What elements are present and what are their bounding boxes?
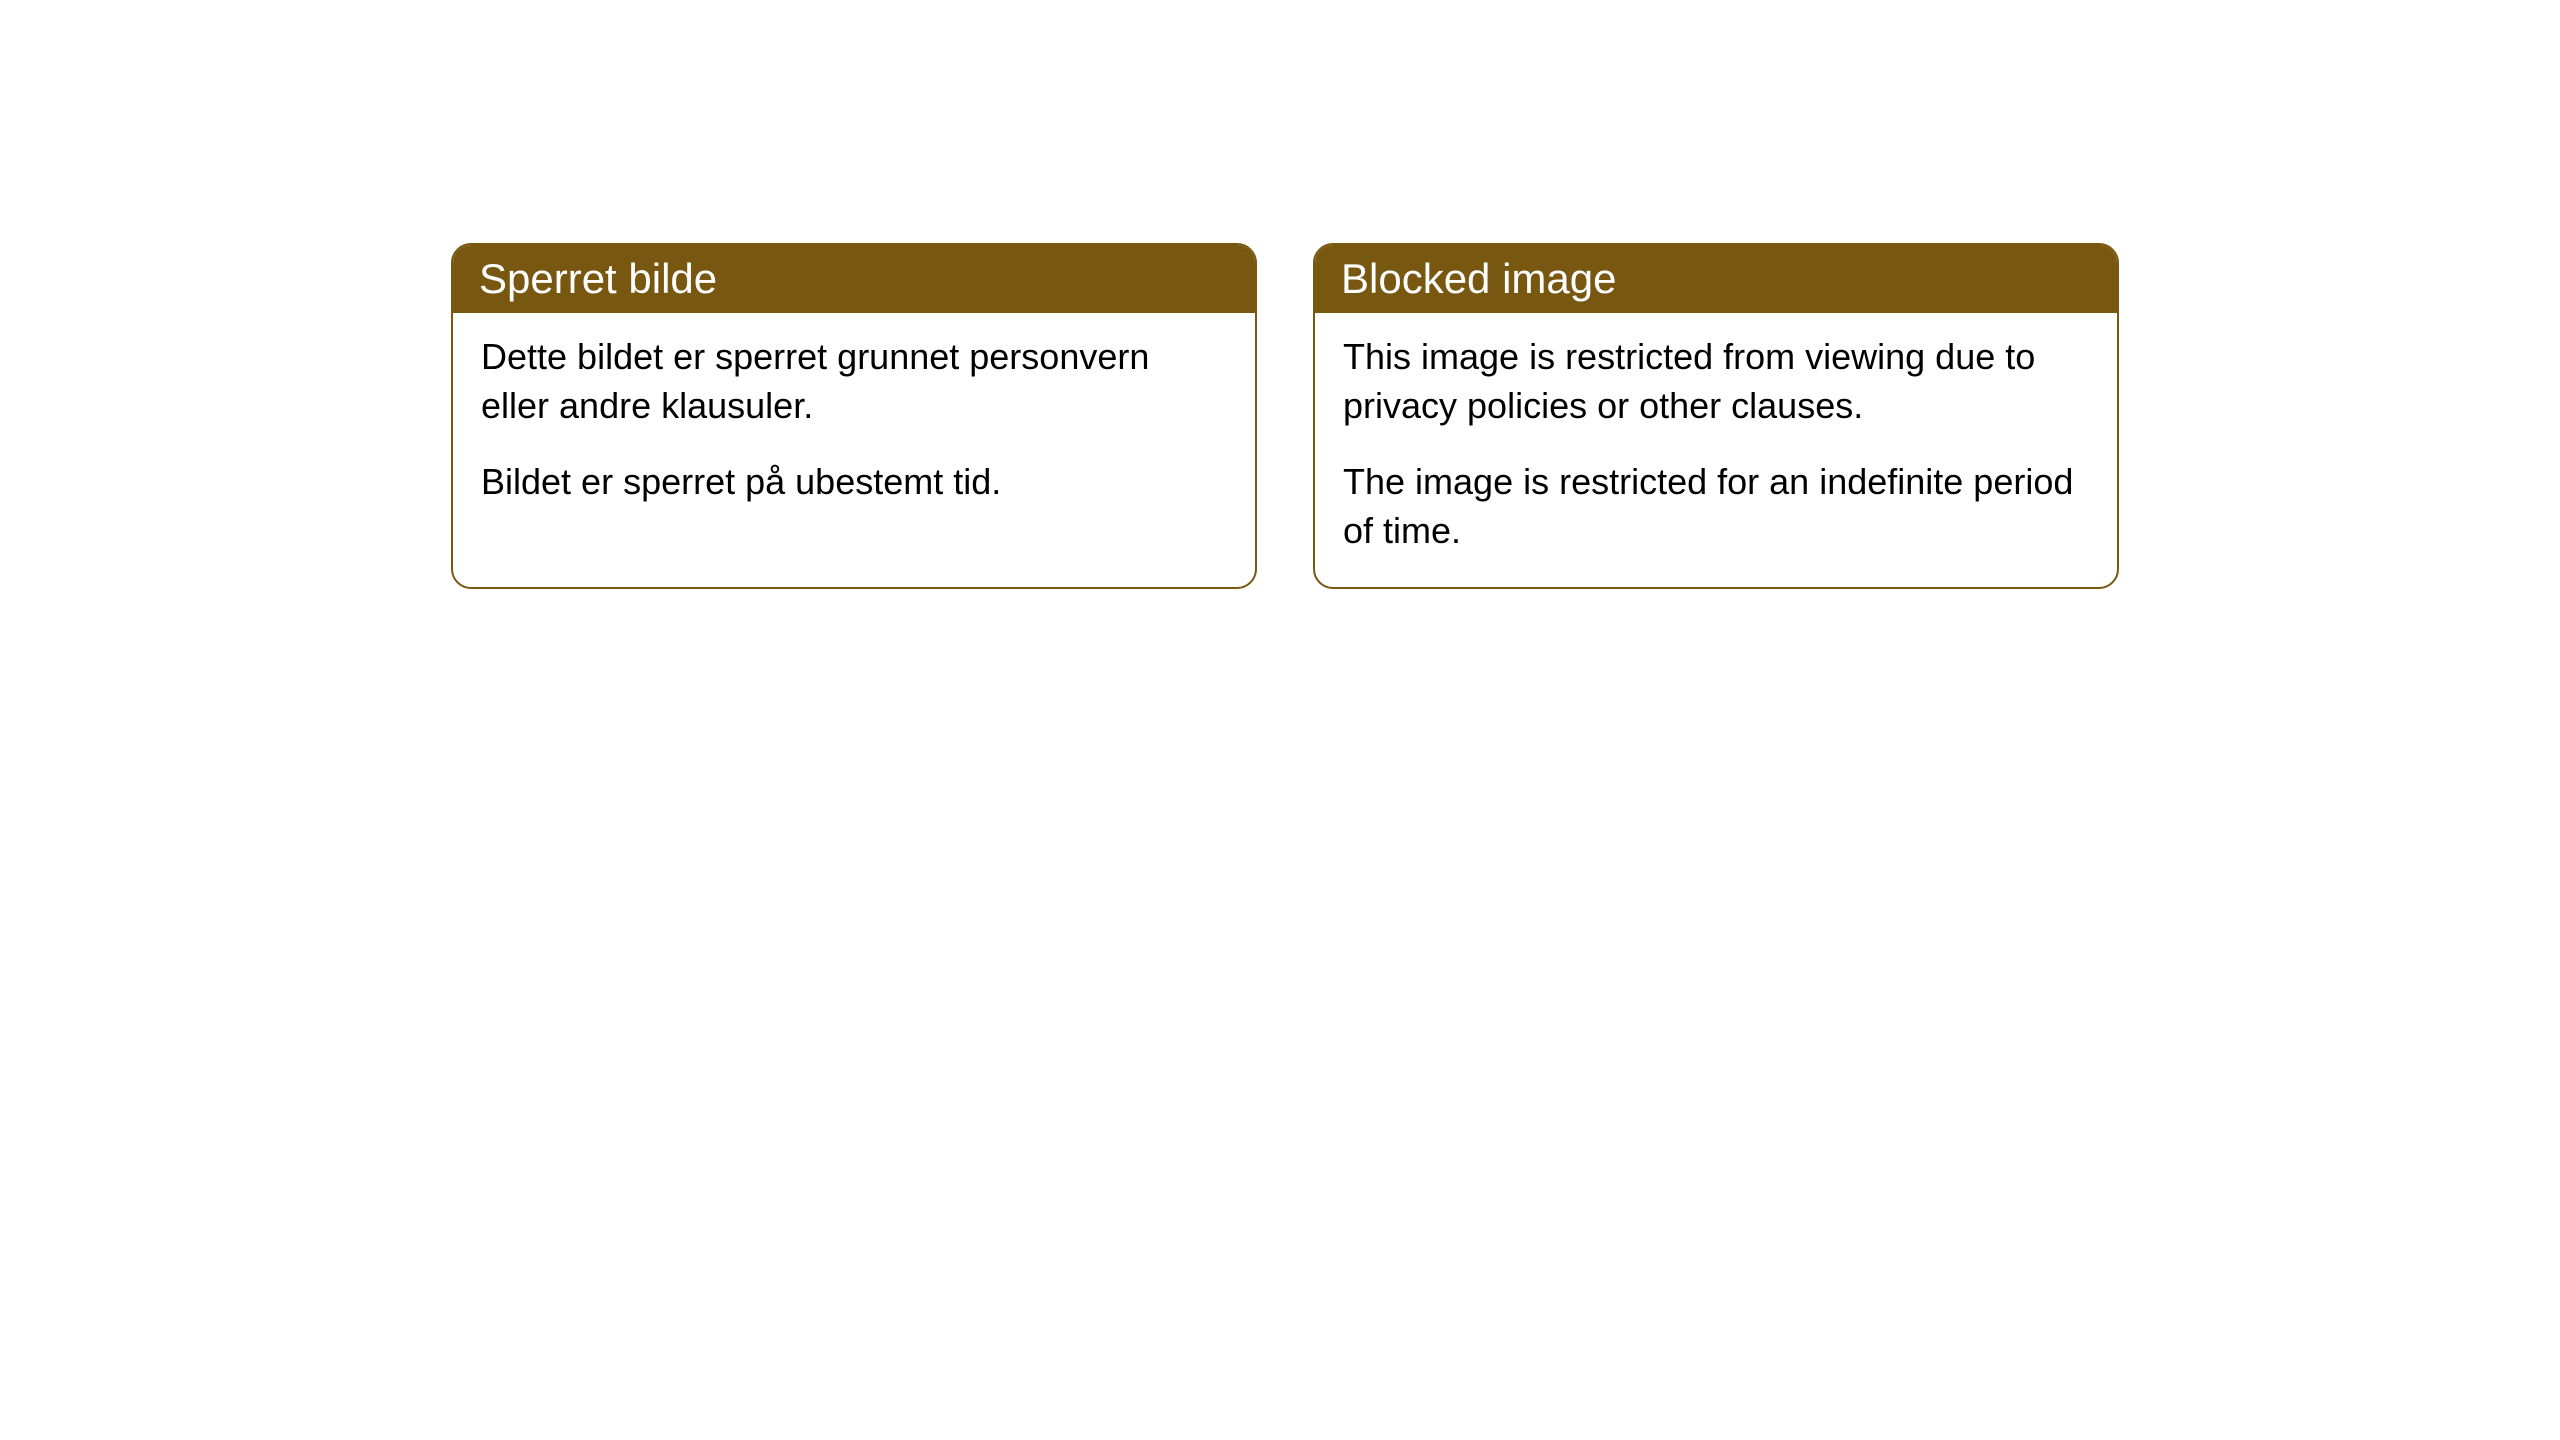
card-paragraph: The image is restricted for an indefinit… [1343,458,2089,555]
card-body-no: Dette bildet er sperret grunnet personve… [453,313,1255,539]
card-header-en: Blocked image [1315,245,2117,313]
card-paragraph: Bildet er sperret på ubestemt tid. [481,458,1227,507]
card-header-no: Sperret bilde [453,245,1255,313]
blocked-image-card-en: Blocked image This image is restricted f… [1313,243,2119,589]
card-paragraph: Dette bildet er sperret grunnet personve… [481,333,1227,430]
cards-container: Sperret bilde Dette bildet er sperret gr… [451,243,2119,589]
blocked-image-card-no: Sperret bilde Dette bildet er sperret gr… [451,243,1257,589]
card-paragraph: This image is restricted from viewing du… [1343,333,2089,430]
card-body-en: This image is restricted from viewing du… [1315,313,2117,587]
